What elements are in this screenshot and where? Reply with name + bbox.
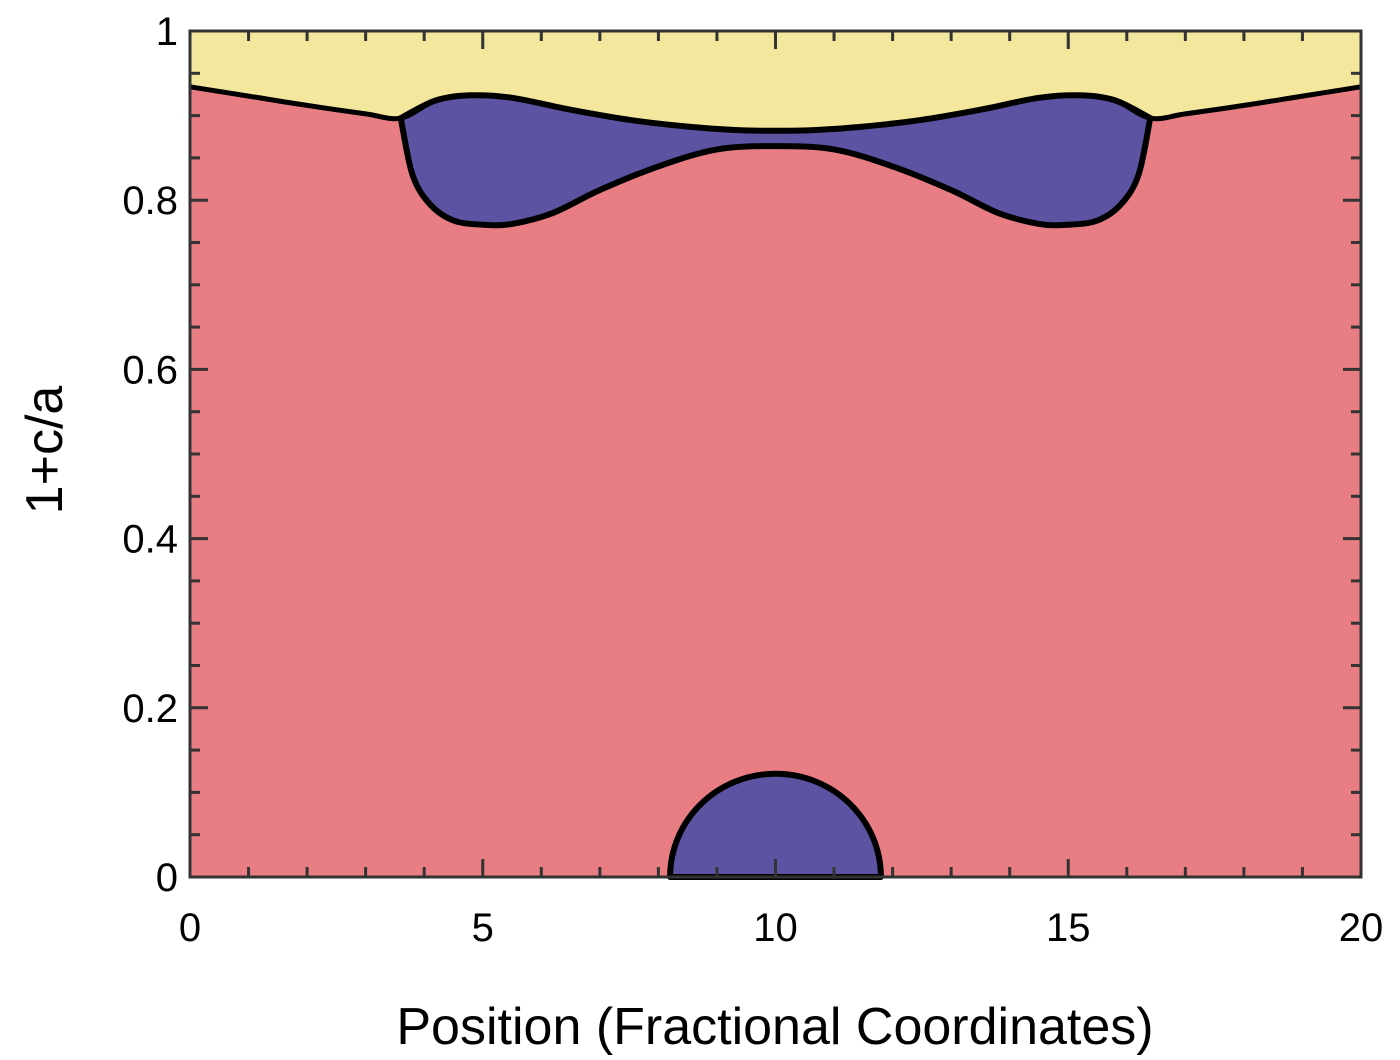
x-axis-title: Position (Fractional Coordinates) (396, 998, 1153, 1056)
y-tick-label: 0.2 (122, 687, 178, 731)
phase-boundary-line (189, 84, 1362, 134)
y-tick-label: 1 (156, 10, 178, 54)
x-tick-labels: 0 5 10 15 20 (179, 906, 1383, 950)
lower-region (190, 31, 1361, 877)
y-axis-title: 1+c/a (16, 386, 74, 515)
x-tick-label: 15 (1046, 906, 1091, 950)
y-tick-label: 0 (156, 856, 178, 900)
axis-ticks (188, 29, 1363, 879)
x-tick-label: 20 (1339, 906, 1384, 950)
y-tick-labels: 0 0.2 0.4 0.6 0.8 1 (122, 10, 178, 900)
y-tick-label: 0.4 (122, 518, 178, 562)
x-tick-label: 5 (472, 906, 494, 950)
plot-area (189, 31, 1362, 880)
x-tick-label: 10 (753, 906, 798, 950)
y-tick-label: 0.6 (122, 348, 178, 392)
bottom-pocket-region (667, 770, 884, 880)
x-tick-label: 0 (179, 906, 201, 950)
upper-region (190, 31, 1361, 131)
y-tick-label: 0.8 (122, 179, 178, 223)
